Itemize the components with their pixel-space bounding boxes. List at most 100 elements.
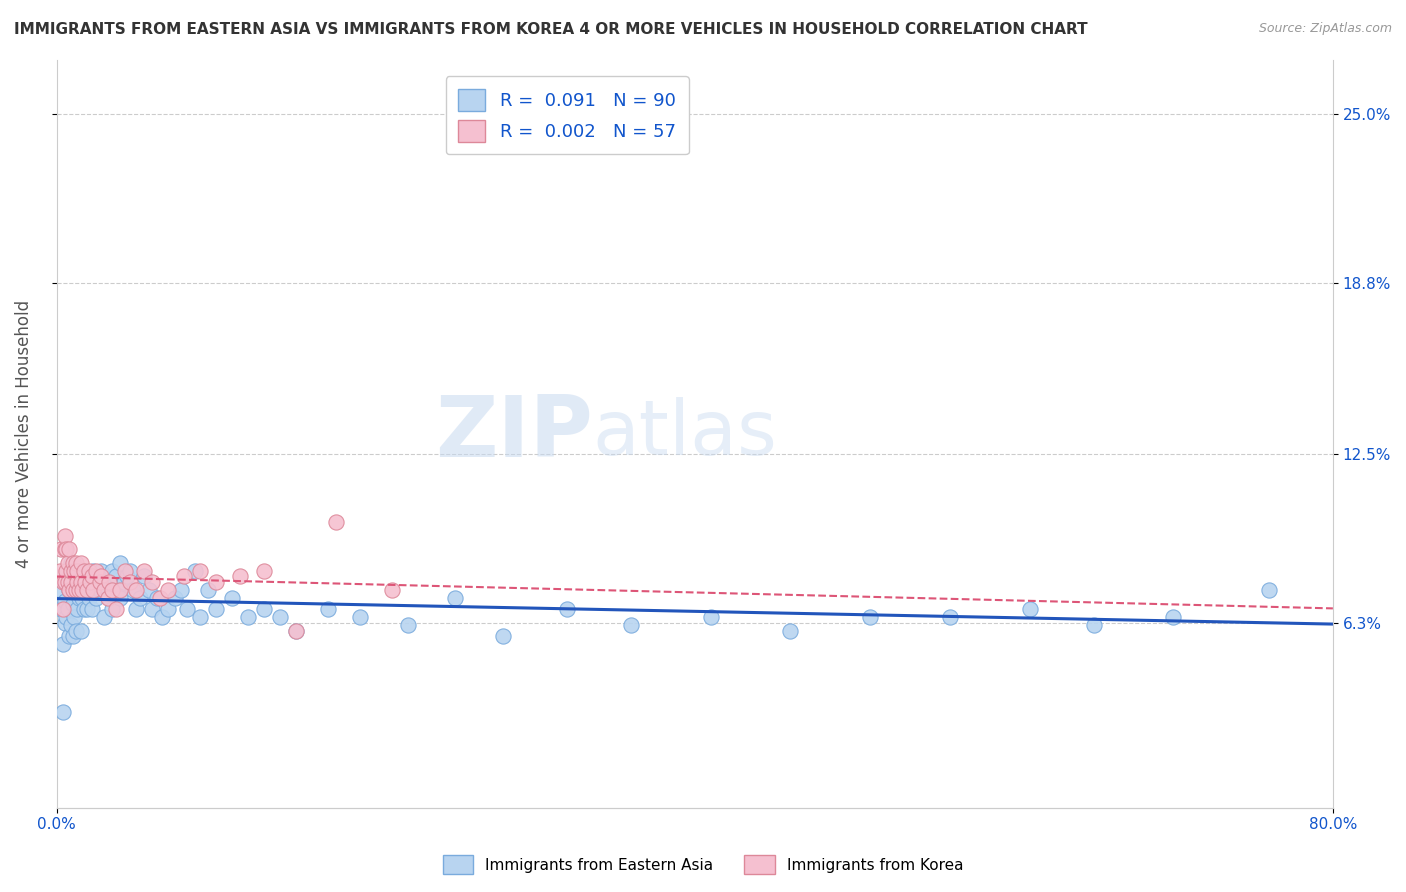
Point [63,564,86,578]
Point [53,542,76,557]
Point [197,582,219,597]
Text: IMMIGRANTS FROM EASTERN ASIA VS IMMIGRANTS FROM KOREA 4 OR MORE VEHICLES IN HOUS: IMMIGRANTS FROM EASTERN ASIA VS IMMIGRAN… [14,22,1088,37]
Point [115,569,138,583]
Point [93,610,115,624]
Point [55,610,77,624]
Point [118,574,141,589]
Point [86,569,108,583]
Point [76,582,98,597]
Point [98,591,121,606]
Point [176,602,198,616]
Point [253,602,276,616]
Point [555,602,578,616]
Point [620,618,643,632]
Point [699,610,721,624]
Point [62,564,84,578]
Point [349,610,371,624]
Point [110,582,132,597]
Point [82,564,104,578]
Point [65,624,87,638]
Point [66,602,89,616]
Point [229,569,252,583]
Point [284,624,307,638]
Point [89,582,111,597]
Point [52,602,75,616]
Y-axis label: 4 or more Vehicles in Household: 4 or more Vehicles in Household [15,300,32,567]
Point [134,569,156,583]
Point [79,582,101,597]
Point [65,569,87,583]
Point [779,624,801,638]
Point [65,556,87,570]
Point [205,602,228,616]
Point [55,564,77,578]
Point [77,569,100,583]
Point [122,582,145,597]
Point [105,582,128,597]
Point [269,610,291,624]
Point [55,569,77,583]
Point [125,602,148,616]
Point [1163,610,1185,624]
Point [53,529,76,543]
Point [98,574,121,589]
Point [396,618,419,632]
Point [89,574,111,589]
Point [56,556,79,570]
Point [284,624,307,638]
Point [128,591,150,606]
Point [58,582,80,597]
Point [93,574,115,589]
Point [73,602,96,616]
Point [53,615,76,630]
Legend: R =  0.091   N = 90, R =  0.002   N = 57: R = 0.091 N = 90, R = 0.002 N = 57 [446,76,689,154]
Point [1258,582,1281,597]
Point [90,564,112,578]
Text: ZIP: ZIP [434,392,593,475]
Point [51,602,73,616]
Point [69,574,91,589]
Point [75,582,97,597]
Point [75,574,97,589]
Legend: Immigrants from Eastern Asia, Immigrants from Korea: Immigrants from Eastern Asia, Immigrants… [436,849,970,880]
Point [221,591,243,606]
Point [325,515,347,529]
Point [63,582,86,597]
Point [1083,618,1105,632]
Point [104,602,127,616]
Point [67,591,90,606]
Point [67,564,90,578]
Point [52,637,75,651]
Point [56,602,79,616]
Point [58,542,80,557]
Point [150,610,173,624]
Text: Source: ZipAtlas.com: Source: ZipAtlas.com [1258,22,1392,36]
Point [157,602,180,616]
Point [90,569,112,583]
Point [77,591,100,606]
Point [59,618,82,632]
Point [76,602,98,616]
Point [66,564,89,578]
Point [146,591,169,606]
Point [58,629,80,643]
Point [110,591,132,606]
Point [70,582,93,597]
Point [101,564,124,578]
Point [125,582,148,597]
Point [56,574,79,589]
Point [55,542,77,557]
Point [101,602,124,616]
Point [59,574,82,589]
Point [56,564,79,578]
Point [157,582,180,597]
Point [65,582,87,597]
Point [134,564,156,578]
Point [253,564,276,578]
Point [59,556,82,570]
Point [149,591,172,606]
Point [184,564,207,578]
Point [86,591,108,606]
Point [80,569,103,583]
Point [52,706,75,720]
